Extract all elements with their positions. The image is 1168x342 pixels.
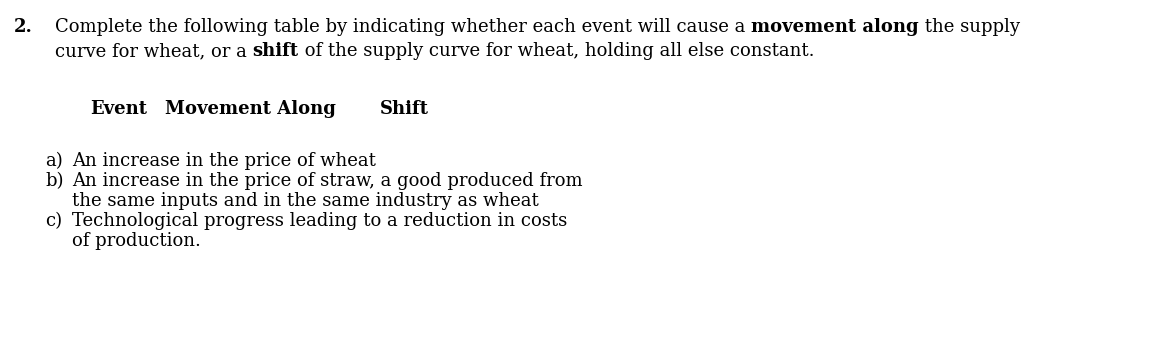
Text: Complete the following table by indicating whether each event will cause a: Complete the following table by indicati…	[55, 18, 751, 36]
Text: curve for wheat, or a: curve for wheat, or a	[55, 42, 252, 60]
Text: Technological progress leading to a reduction in costs: Technological progress leading to a redu…	[72, 212, 568, 230]
Text: shift: shift	[252, 42, 299, 60]
Text: a): a)	[46, 152, 63, 170]
Text: Shift: Shift	[380, 100, 429, 118]
Text: the same inputs and in the same industry as wheat: the same inputs and in the same industry…	[72, 192, 538, 210]
Text: of the supply curve for wheat, holding all else constant.: of the supply curve for wheat, holding a…	[299, 42, 814, 60]
Text: 2.: 2.	[14, 18, 33, 36]
Text: An increase in the price of wheat: An increase in the price of wheat	[72, 152, 376, 170]
Text: c): c)	[46, 212, 62, 230]
Text: movement along: movement along	[751, 18, 919, 36]
Text: of production.: of production.	[72, 232, 201, 250]
Text: b): b)	[46, 172, 63, 190]
Text: the supply: the supply	[919, 18, 1020, 36]
Text: An increase in the price of straw, a good produced from: An increase in the price of straw, a goo…	[72, 172, 583, 190]
Text: Movement Along: Movement Along	[165, 100, 336, 118]
Text: Event: Event	[90, 100, 147, 118]
